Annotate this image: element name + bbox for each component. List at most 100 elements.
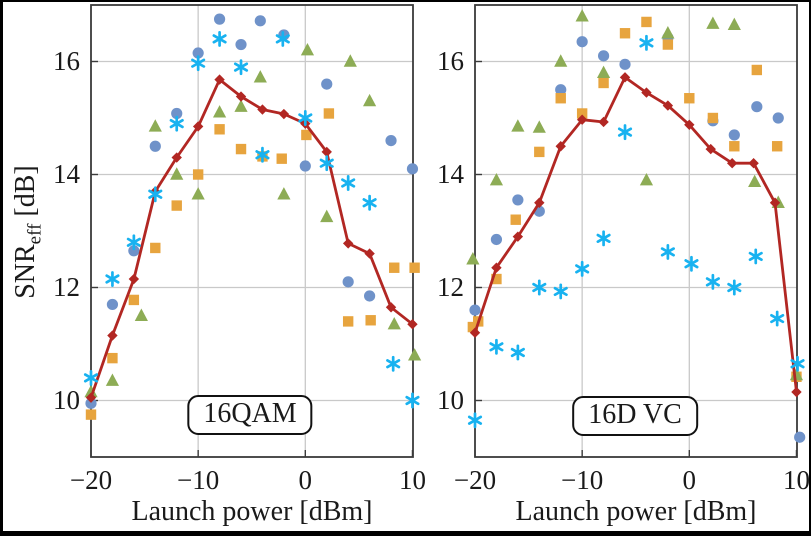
asterisk-stroke [362,198,377,208]
series-cyan-asterisks [467,34,805,429]
triangle-marker [596,65,611,78]
diamond-marker [619,72,631,83]
triangle-marker [554,54,568,67]
asterisk-stroke [341,178,356,188]
triangle-marker [234,99,248,112]
asterisk-marker [639,34,654,51]
asterisk-marker [727,279,742,296]
asterisk-stroke [770,313,785,324]
square-marker [107,352,118,364]
asterisk-marker [191,55,206,72]
asterisk-marker [770,310,785,327]
asterisk-stroke [169,118,184,129]
asterisk-stroke [255,150,270,160]
triangle-marker [212,105,227,118]
asterisk-stroke [489,342,504,352]
triangle-marker [170,167,184,180]
diamond-marker [555,141,566,152]
asterisk-marker [319,155,334,172]
square-marker [85,409,97,420]
asterisk-marker [532,279,547,296]
circle-marker [728,129,740,141]
plot-frame [474,4,798,458]
diamond-marker [598,116,609,128]
asterisk-stroke [684,259,699,269]
circle-marker [385,135,397,147]
triangle-marker [639,172,654,186]
x-axis-label-left: Launch power [dBm] [131,496,373,527]
triangle-marker [134,308,148,321]
square-marker [323,108,335,119]
diamond-marker [342,238,354,249]
square-marker [192,169,204,180]
asterisk-marker [233,59,249,76]
series-model-prediction [469,72,802,398]
circle-marker [213,13,226,25]
chart-canvas [83,4,806,458]
diamond-marker [321,146,332,158]
asterisk-marker [386,355,401,372]
series-green-triangles [466,9,804,381]
diamond-marker [235,91,247,102]
asterisk-stroke [405,395,420,406]
circle-marker [772,112,784,124]
diamond-marker [662,100,674,111]
asterisk-stroke [467,415,483,425]
circle-marker [576,36,588,48]
asterisk-stroke [105,274,120,284]
triangle-marker [343,54,357,67]
square-marker [598,77,609,89]
asterisk-stroke [660,247,675,257]
triangle-marker [789,367,804,381]
asterisk-stroke [727,282,742,293]
triangle-marker [253,70,267,83]
circle-marker [619,58,631,70]
asterisk-marker [148,186,163,203]
asterisk-marker [510,344,525,361]
asterisk-marker [126,234,141,251]
asterisk-stroke [705,277,720,287]
square-marker [365,315,376,326]
circle-marker [469,304,481,316]
y-axis-label-sub: eff [24,223,46,245]
triangle-marker [575,9,589,22]
diamond-marker [791,386,802,398]
square-marker [409,262,420,273]
circle-marker [406,163,419,175]
diamond-marker [469,327,481,338]
asterisk-marker [362,194,377,211]
series-model-prediction [85,74,418,403]
diamond-marker [214,74,225,85]
diamond-marker [107,330,118,341]
asterisk-marker [748,248,763,265]
square-marker [235,143,247,155]
square-marker [128,294,140,306]
circle-marker [512,194,524,206]
asterisk-stroke [575,264,590,274]
diamond-marker [257,104,268,115]
circle-marker [321,78,333,90]
circle-marker [364,290,376,302]
plot-tag-16qam: 16QAM [187,395,313,435]
diamond-marker [641,87,652,98]
asterisk-stroke [790,359,805,369]
circle-marker [235,38,247,51]
asterisk-stroke [553,286,568,297]
triangle-marker [489,172,504,186]
circle-marker [149,140,161,152]
asterisk-stroke [748,251,763,262]
diamond-marker [684,119,695,130]
triangle-marker [191,187,205,200]
diamond-marker [512,231,524,242]
triangle-marker [466,252,480,265]
plot-tag-16dvc: 16D VC [572,396,698,436]
triangle-marker [748,174,762,188]
triangle-marker [387,317,401,330]
diamond-marker [278,108,290,120]
asterisk-marker [489,338,504,355]
asterisk-stroke [510,347,525,358]
square-marker [276,153,287,164]
triangle-marker [511,119,525,132]
diamond-marker [171,152,182,163]
